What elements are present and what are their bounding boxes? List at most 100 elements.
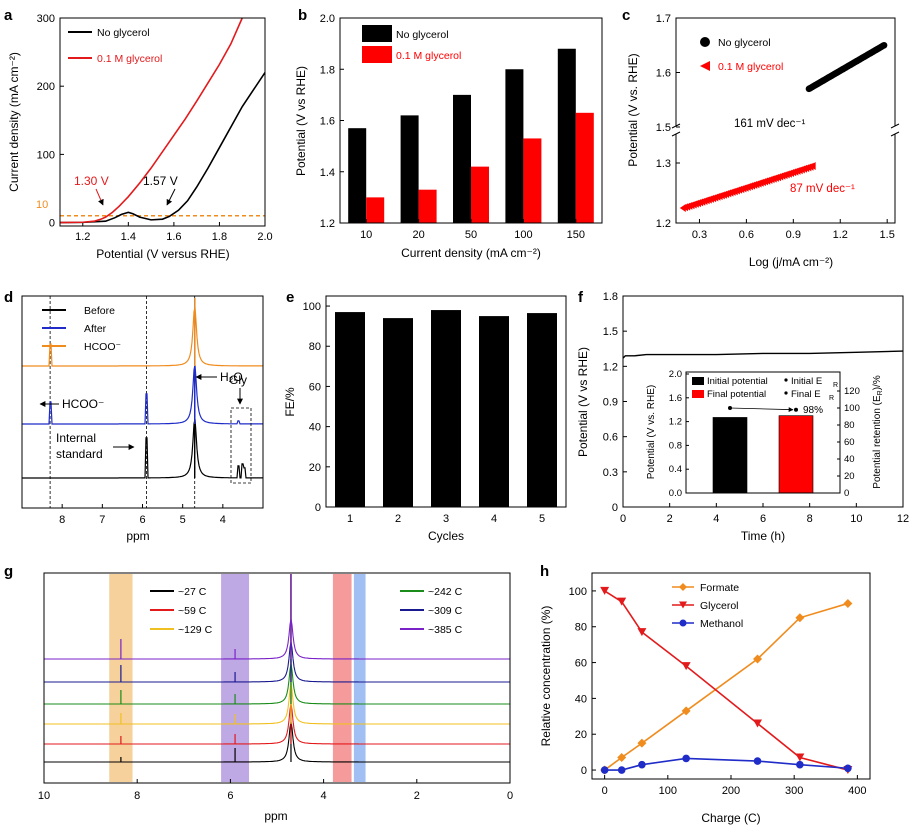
b-bar-glycerol-100	[523, 138, 542, 223]
h-point-methanol	[617, 766, 626, 774]
d-xtick-label: 4	[220, 514, 226, 526]
g-highlight-band-2	[332, 574, 352, 782]
a-series-no-glycerol	[59, 72, 266, 224]
panel-h-frame	[591, 572, 871, 780]
panel-c: c 0.3 0.6 0.9 1.2 1.5 1.2 1.3 1.5 1.6 1.7 No glyc…	[622, 7, 900, 269]
h-ylabel: Relative concentration (%)	[539, 606, 553, 747]
f-inset-bar-initial	[712, 417, 748, 494]
c-point-no-glycerol	[880, 41, 888, 49]
g-xlabel: ppm	[264, 809, 287, 823]
h-legend-marker	[679, 601, 687, 609]
h-legend-label: Glycerol	[700, 600, 739, 612]
panel-d-frame	[21, 295, 264, 509]
panel-label-c: c	[622, 7, 630, 24]
panel-d-plot: 8 7 6 5 4	[22, 296, 263, 526]
a-annotation-130: 1.30 V	[74, 174, 109, 188]
f-inset-ytick-right-label: 20	[844, 471, 855, 482]
f-inset-bar-final	[778, 415, 814, 494]
h-point-methanol	[682, 754, 690, 763]
d-xtick-label: 6	[139, 514, 145, 526]
e-bar-cycle-1	[335, 312, 365, 507]
a-ytick-label: 300	[37, 13, 55, 25]
panel-label-f: f	[578, 289, 584, 306]
e-xtick-label: 4	[491, 513, 497, 525]
h-point-glycerol	[681, 662, 691, 671]
d-ann-h2o: H₂O	[220, 370, 243, 384]
f-inset-ytick-left-label: 1.6	[669, 393, 682, 404]
e-ytick-label: 60	[309, 381, 321, 393]
panel-label-h: h	[540, 563, 549, 580]
h-legend-label: Methanol	[700, 618, 743, 630]
h-ytick-label: 20	[575, 729, 587, 741]
e-xlabel: Cycles	[428, 529, 464, 543]
b-legend-1: No glycerol	[396, 29, 449, 41]
a-xtick-label: 1.6	[166, 231, 181, 243]
f-series-potential	[622, 350, 904, 359]
f-inset-legend-swatch-1	[692, 377, 704, 385]
a-xtick-label: 1.2	[75, 231, 90, 243]
f-xtick-label: 6	[760, 513, 766, 525]
c-ytick-label: 1.6	[656, 68, 671, 80]
f-ytick-label: 0	[612, 502, 618, 514]
f-inset-ytick-right-label: 120	[844, 386, 860, 397]
panel-g-frame	[43, 572, 511, 784]
h-point-glycerol	[753, 719, 763, 728]
d-xtick-label: 7	[99, 514, 105, 526]
panel-label-e: e	[286, 289, 294, 306]
e-bar-cycle-4	[479, 316, 509, 507]
b-bar-no-glycerol-50	[453, 94, 471, 223]
g-spectrum-59c	[44, 703, 510, 745]
f-xtick-label: 4	[713, 513, 719, 525]
h-ytick-label: 100	[569, 586, 587, 598]
g-spectrum-129c	[44, 683, 510, 725]
f-inset-legend-dot-2	[784, 391, 788, 395]
h-xtick-label: 200	[722, 785, 740, 797]
d-ann-internal-2: standard	[56, 447, 103, 461]
h-point-formate	[795, 613, 805, 623]
d-spectrum-after	[22, 364, 263, 425]
f-inset-ytick-right-label: 60	[844, 437, 855, 448]
d-ann-internal-1: Internal	[56, 431, 96, 445]
e-bar-cycle-3	[431, 310, 461, 507]
d-legend-2: After	[84, 323, 107, 335]
f-inset-retention-point-initial	[728, 406, 732, 410]
panel-b-frame	[339, 17, 603, 224]
e-bar-cycle-5	[527, 313, 557, 507]
panel-a-plot: 1.2 1.4 1.6 1.8 2.0 0 100 200 300	[37, 13, 273, 243]
panel-label-d: d	[4, 289, 13, 306]
d-ann-hcoo: HCOO⁻	[62, 397, 104, 411]
c-xtick-label: 0.3	[692, 229, 707, 241]
f-inset-ytick-left-label: 0.4	[669, 464, 682, 475]
a-arrow-130	[95, 188, 104, 206]
f-inset-leg-3: Initial E	[791, 376, 822, 387]
c-frame-bottom	[675, 134, 896, 224]
g-xtick-label: 8	[134, 790, 140, 802]
d-legend-1: Before	[84, 305, 115, 317]
a-ytick-label: 100	[37, 149, 55, 161]
f-inset-leg-3-sub: R	[833, 382, 838, 389]
h-point-formate	[753, 654, 763, 664]
f-ytick-label: 1.5	[603, 326, 618, 338]
h-point-glycerol	[600, 586, 610, 595]
a-hline-label: 10	[36, 199, 48, 211]
h-ytick-label: 60	[575, 658, 587, 670]
c-legend-2: 0.1 M glycerol	[718, 61, 783, 73]
e-ytick-label: 80	[309, 341, 321, 353]
e-ytick-label: 100	[303, 301, 321, 313]
g-xtick-label: 4	[321, 790, 327, 802]
panel-g: g 10 8 6 4 2 0 ~27 C ~59 C ~129 C ~242 C ~309 C ~38…	[4, 563, 513, 823]
a-annotation-157: 1.57 V	[143, 174, 178, 188]
f-ylabel: Potential (V vs RHE)	[576, 347, 590, 457]
a-ylabel: Current density (mA cm⁻²)	[7, 52, 21, 192]
c-ytick-label: 1.2	[656, 218, 671, 230]
b-bar-no-glycerol-10	[348, 128, 367, 223]
h-legend-label: Formate	[700, 582, 739, 594]
h-xtick-label: 100	[659, 785, 677, 797]
c-ytick-label: 1.5	[656, 122, 671, 134]
h-ytick-label: 0	[581, 765, 587, 777]
a-arrow-157	[166, 188, 176, 206]
g-xtick-label: 0	[507, 790, 513, 802]
b-bar-glycerol-50	[471, 166, 489, 223]
